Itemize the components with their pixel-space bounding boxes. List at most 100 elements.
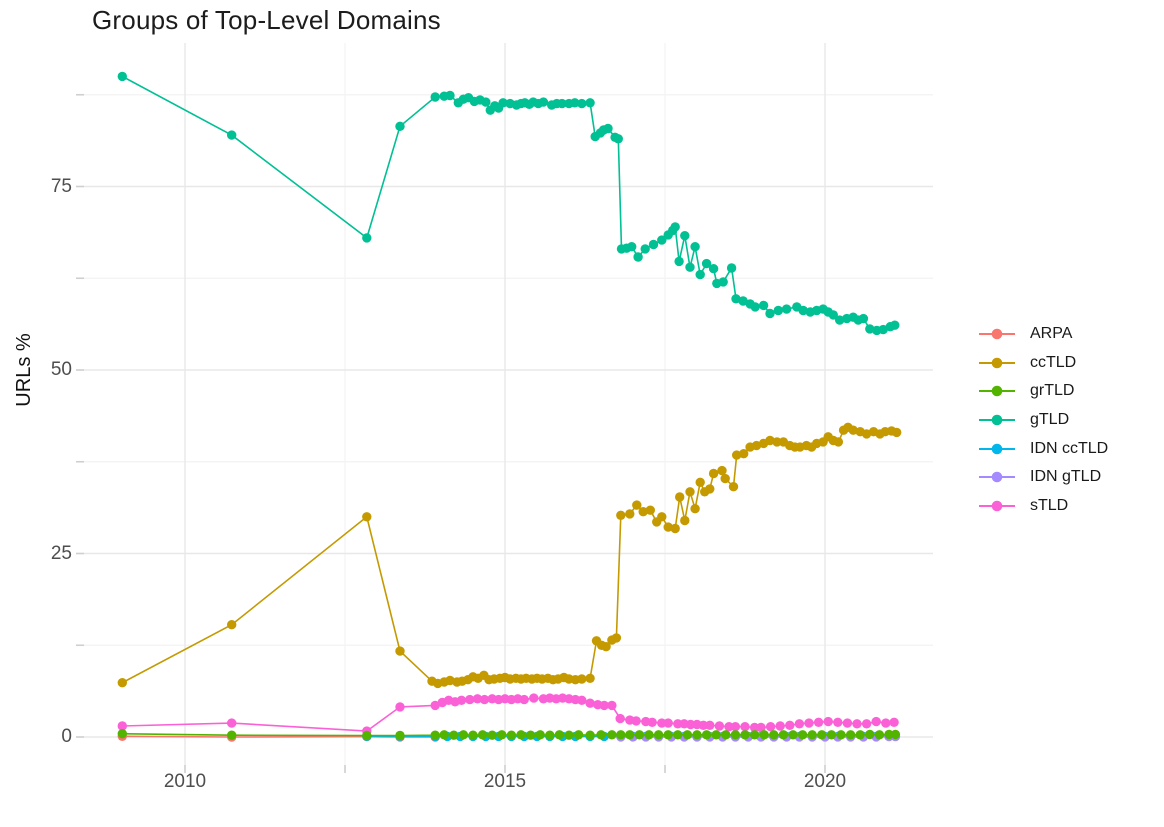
data-point — [871, 716, 881, 727]
data-point — [726, 263, 737, 273]
legend-label: ccTLD — [1030, 353, 1077, 371]
data-point — [781, 304, 792, 314]
data-point — [577, 695, 587, 705]
data-point — [601, 642, 611, 652]
data-point — [395, 646, 405, 656]
data-point — [848, 425, 858, 435]
data-point — [585, 673, 595, 683]
data-point — [817, 730, 827, 740]
data-point — [878, 324, 888, 335]
y-tick-label: 75 — [50, 175, 72, 197]
data-point — [826, 730, 837, 740]
data-point — [362, 730, 372, 741]
data-point — [690, 242, 700, 252]
data-point — [674, 256, 684, 267]
legend-row-grtld: grTLD — [978, 377, 1108, 406]
data-point — [705, 720, 715, 730]
data-point — [516, 730, 526, 740]
data-point — [648, 239, 659, 250]
legend-row-stld: sTLD — [978, 492, 1108, 521]
series-cctld — [117, 422, 902, 689]
data-point — [585, 698, 595, 708]
series-grtld — [117, 729, 901, 741]
legend-row-idn-gtld: IDN gTLD — [978, 463, 1108, 492]
data-point — [638, 507, 648, 517]
legend-label: sTLD — [1030, 496, 1069, 514]
data-point — [607, 730, 617, 740]
data-point — [465, 694, 475, 705]
legend: ARPA ccTLD grTLD gTLD IDN ccTLD IDN gTLD sTLD — [978, 320, 1108, 520]
data-point — [708, 468, 719, 479]
data-point — [611, 633, 622, 643]
data-point — [599, 700, 609, 711]
data-point — [721, 730, 731, 740]
data-point — [695, 269, 705, 280]
data-point — [439, 730, 449, 740]
data-point — [616, 510, 626, 520]
data-point — [227, 730, 237, 740]
data-point — [861, 719, 872, 729]
legend-row-arpa: ARPA — [978, 320, 1108, 349]
data-point — [657, 235, 667, 245]
data-point — [468, 730, 478, 740]
data-point — [632, 500, 642, 510]
data-point — [685, 487, 695, 497]
data-point — [682, 730, 693, 740]
data-point — [633, 252, 643, 262]
data-point — [890, 729, 901, 740]
data-point — [732, 450, 742, 460]
data-point — [680, 515, 690, 526]
data-point — [625, 509, 635, 519]
data-point — [529, 693, 539, 703]
data-point — [545, 730, 555, 740]
data-point — [833, 717, 843, 727]
data-point — [362, 512, 372, 522]
data-point — [445, 90, 455, 101]
legend-row-idn-cctld: IDN ccTLD — [978, 434, 1108, 463]
data-point — [227, 620, 237, 630]
legend-key-gtld — [979, 414, 1015, 426]
x-tick-label: 2020 — [803, 771, 847, 792]
data-point — [717, 465, 727, 476]
data-point — [577, 674, 587, 684]
data-point — [858, 313, 869, 324]
data-point — [705, 484, 715, 494]
data-point — [769, 730, 779, 740]
data-point — [577, 98, 587, 109]
data-point — [573, 730, 584, 740]
legend-label: IDN gTLD — [1030, 468, 1102, 486]
series-stld — [117, 693, 899, 736]
data-point — [794, 719, 805, 729]
data-point — [892, 427, 902, 438]
data-point — [728, 482, 739, 492]
data-point — [670, 523, 680, 534]
data-point — [525, 730, 536, 740]
data-point — [785, 720, 795, 730]
legend-key-dot — [991, 328, 1003, 340]
data-point — [564, 730, 574, 740]
data-point — [616, 730, 626, 740]
legend-key-dot — [991, 357, 1003, 369]
data-point — [731, 294, 741, 304]
data-point — [756, 722, 766, 733]
data-point — [889, 717, 899, 727]
data-point — [798, 305, 808, 316]
data-point — [472, 694, 483, 704]
data-point — [765, 435, 775, 446]
data-point — [775, 721, 785, 731]
data-point — [692, 730, 702, 740]
data-point — [680, 231, 690, 241]
legend-row-cctld: ccTLD — [978, 349, 1108, 378]
data-point — [740, 722, 750, 732]
data-point — [645, 505, 655, 515]
legend-label: grTLD — [1030, 382, 1075, 400]
legend-key-dot — [991, 443, 1003, 454]
data-point — [673, 730, 683, 740]
data-point — [117, 71, 128, 82]
data-point — [603, 123, 613, 134]
legend-label: gTLD — [1030, 411, 1070, 429]
data-point — [865, 324, 875, 334]
data-point — [701, 730, 712, 740]
data-point — [750, 302, 760, 312]
